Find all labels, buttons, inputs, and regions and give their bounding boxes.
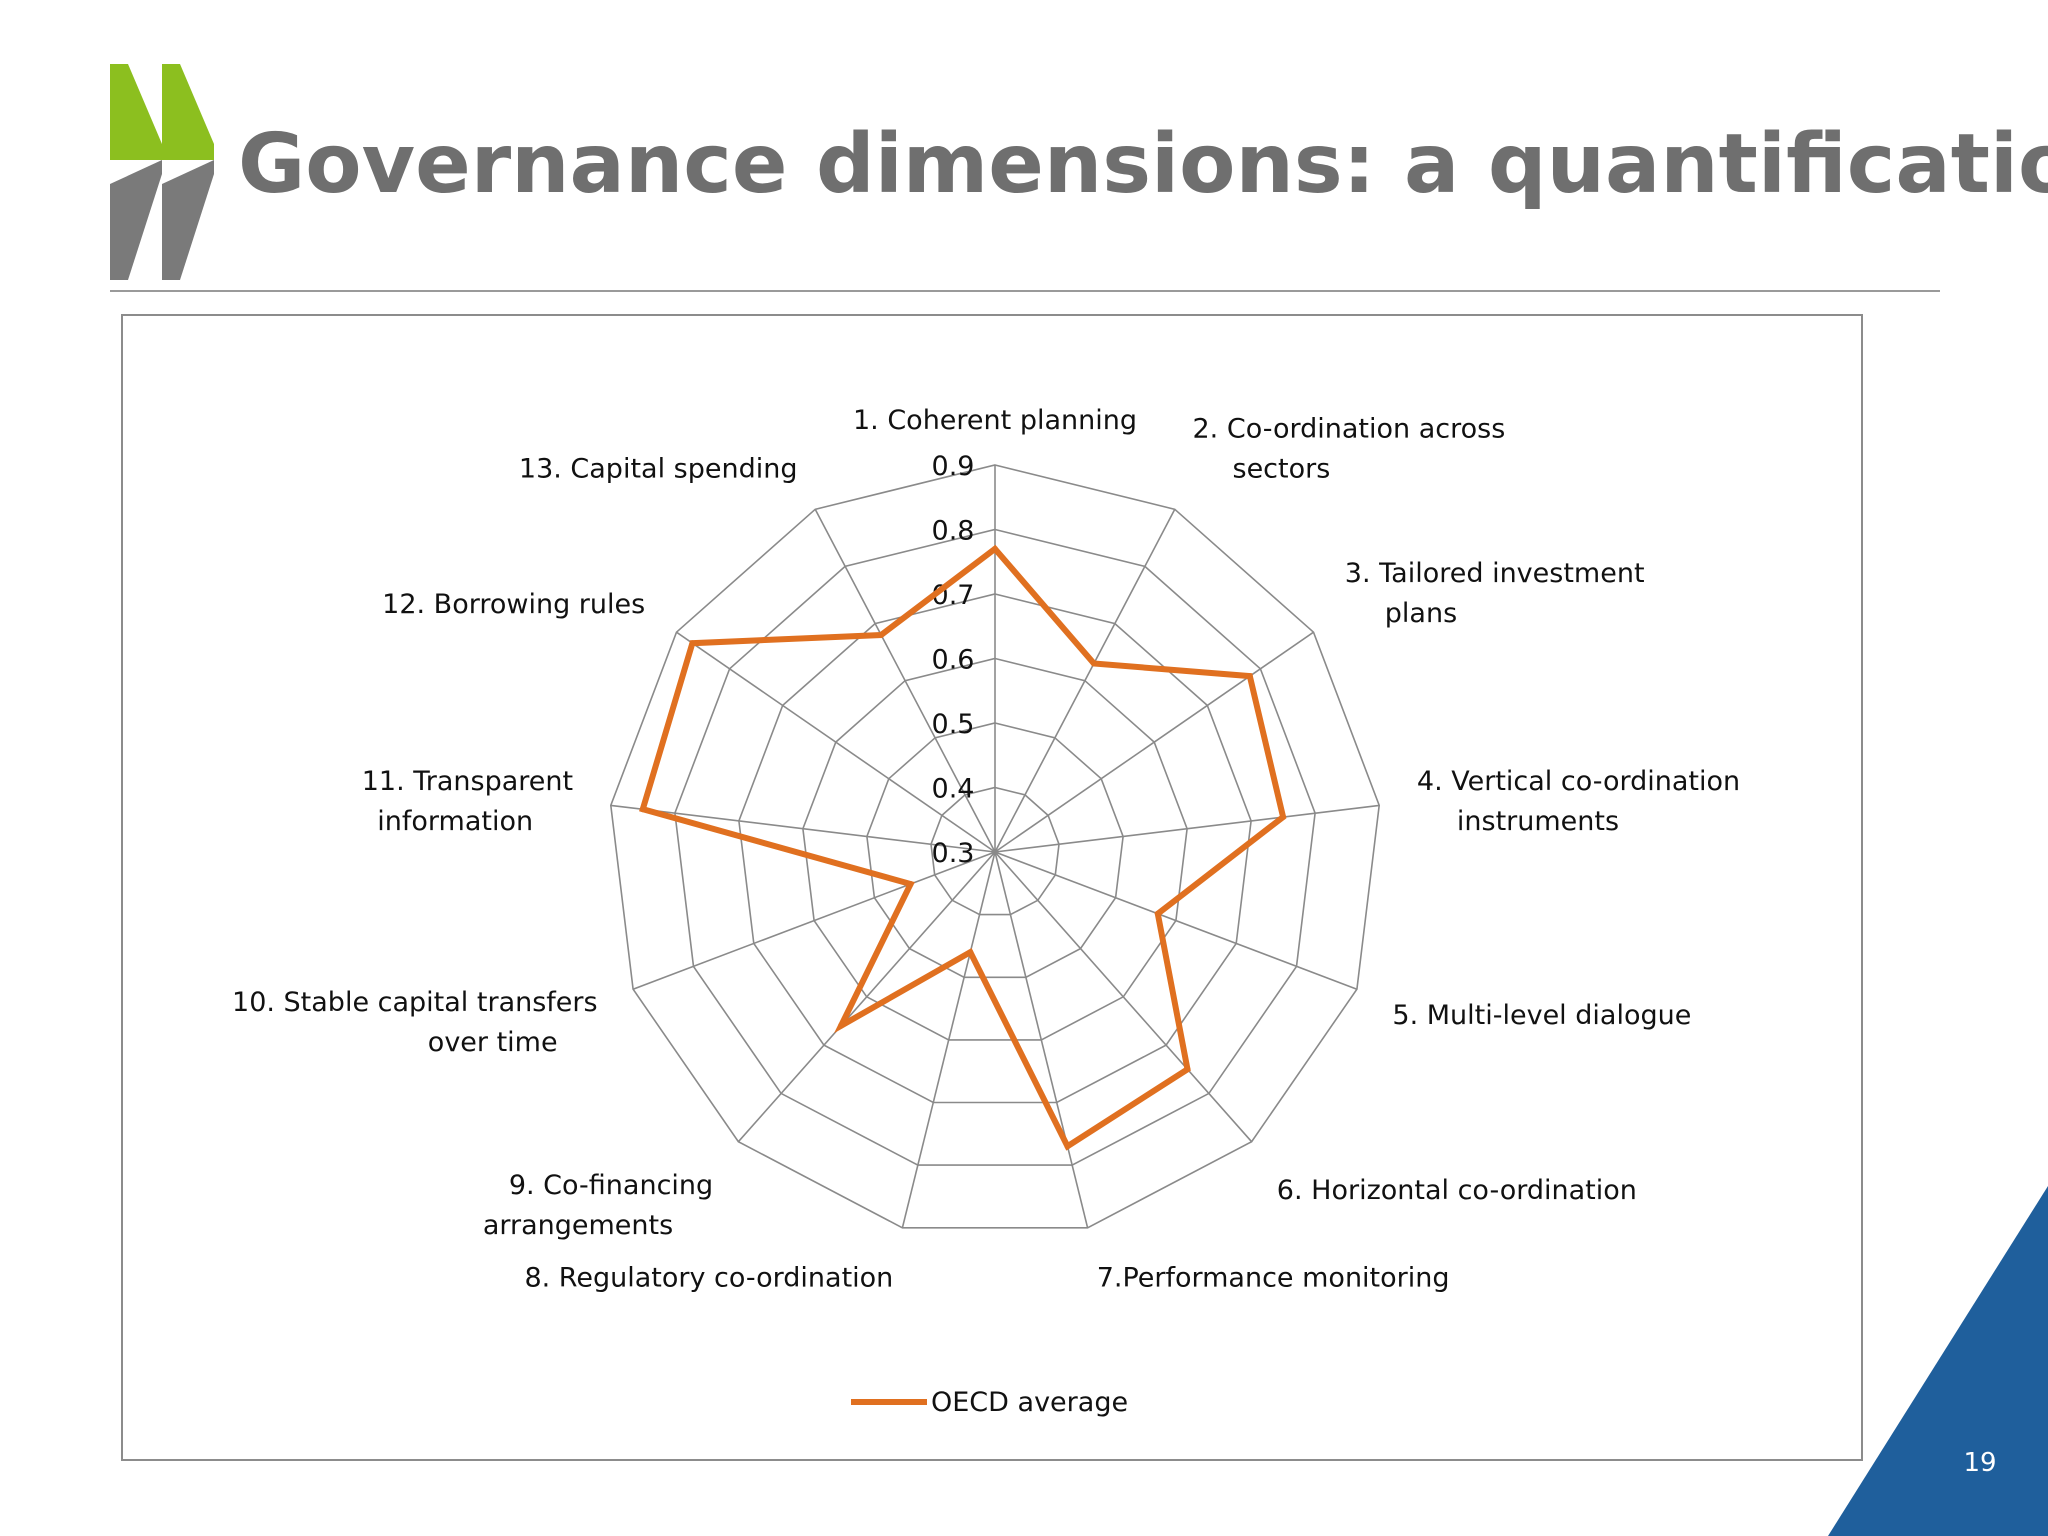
grid-spoke — [994, 851, 1253, 1143]
grid-ring — [738, 593, 1252, 1104]
category-label: sectors — [1233, 454, 1331, 485]
grid-ring — [674, 528, 1316, 1166]
chart-series — [639, 544, 1287, 1151]
tick-label: 0.5 — [932, 709, 975, 740]
grid-spoke — [676, 631, 996, 853]
series-point — [1064, 1143, 1071, 1150]
grid-ring — [609, 464, 1381, 1229]
logo-gray-chevron-right — [162, 160, 214, 280]
grid-spoke — [814, 508, 996, 853]
logo-green-chevron-left — [110, 64, 162, 160]
grid-ring — [930, 786, 1060, 916]
category-label: over time — [428, 1027, 558, 1058]
grid-spoke — [994, 804, 1380, 853]
series-point — [967, 949, 974, 956]
category-label: 11. Transparent — [362, 766, 573, 797]
category-label: 7.Performance monitoring — [1097, 1263, 1450, 1294]
series-point — [1184, 1066, 1191, 1073]
category-label: 6. Horizontal co-ordination — [1277, 1175, 1637, 1206]
tick-label: 0.9 — [932, 451, 975, 482]
series-point — [1154, 910, 1161, 917]
category-label: 3. Tailored investment — [1345, 558, 1645, 589]
grid-spoke — [994, 631, 1314, 853]
grid-spoke — [737, 851, 996, 1143]
series-point — [907, 881, 914, 887]
tick-label: 0.4 — [932, 774, 975, 805]
tick-label: 0.6 — [932, 645, 975, 676]
category-label: 10. Stable capital transfers — [232, 987, 598, 1018]
category-label: 5. Multi-level dialogue — [1392, 1000, 1691, 1031]
series-point — [1090, 660, 1097, 667]
series-point — [1246, 673, 1253, 680]
category-label: 9. Co-financing — [509, 1170, 713, 1201]
series-line — [639, 544, 1287, 1151]
radar-chart: 0.3 0.4 0.5 0.6 0.7 0.8 0.9 1. Coherent planni… — [232, 405, 1740, 1418]
logo-gray-chevron-left — [110, 160, 162, 280]
oecd-logo-icon — [110, 64, 214, 280]
series-point — [878, 632, 885, 638]
grid-spoke — [994, 508, 1176, 853]
series-point — [639, 806, 646, 813]
slide-title: Governance dimensions: a quantification — [238, 117, 2048, 212]
category-label: instruments — [1457, 806, 1619, 837]
title-divider — [110, 290, 1940, 292]
grid-spoke — [994, 851, 1358, 990]
category-label: 12. Borrowing rules — [382, 589, 645, 620]
tick-label: 0.7 — [932, 580, 975, 611]
category-label: 13. Capital spending — [519, 454, 798, 485]
chart-grid — [609, 464, 1381, 1229]
category-label: information — [377, 806, 533, 837]
category-label: 1. Coherent planning — [853, 405, 1137, 436]
tick-label: 0.3 — [932, 838, 975, 869]
grid-ring — [802, 657, 1188, 1041]
corner-decoration — [1828, 1186, 2048, 1536]
series-point — [689, 640, 696, 647]
category-label: plans — [1385, 598, 1457, 629]
series-point — [838, 1022, 844, 1029]
chart-frame: 0.3 0.4 0.5 0.6 0.7 0.8 0.9 1. Coherent planni… — [121, 314, 1863, 1461]
grid-spoke — [632, 851, 996, 990]
category-label: arrangements — [483, 1210, 673, 1241]
chart-tick-labels: 0.3 0.4 0.5 0.6 0.7 0.8 0.9 — [932, 451, 975, 869]
corner-blue-triangle — [1828, 1186, 2048, 1536]
category-label: 8. Regulatory co-ordination — [524, 1263, 893, 1294]
tick-label: 0.8 — [932, 516, 975, 547]
category-label: 4. Vertical co-ordination — [1417, 766, 1740, 797]
logo-green-chevron-right — [162, 64, 214, 160]
chart-category-labels: 1. Coherent planning 2. Co-ordination acr… — [232, 405, 1740, 1294]
legend-label: OECD average — [931, 1387, 1128, 1418]
chart-legend: OECD average — [851, 1387, 1128, 1418]
grid-ring — [866, 722, 1124, 979]
grid-spoke — [901, 851, 996, 1228]
series-point — [992, 545, 998, 552]
category-label: 2. Co-ordination across — [1193, 414, 1506, 445]
page-number: 19 — [1963, 1448, 1997, 1478]
series-point — [1280, 814, 1287, 820]
grid-spoke — [994, 851, 1089, 1228]
grid-spoke — [610, 804, 996, 853]
